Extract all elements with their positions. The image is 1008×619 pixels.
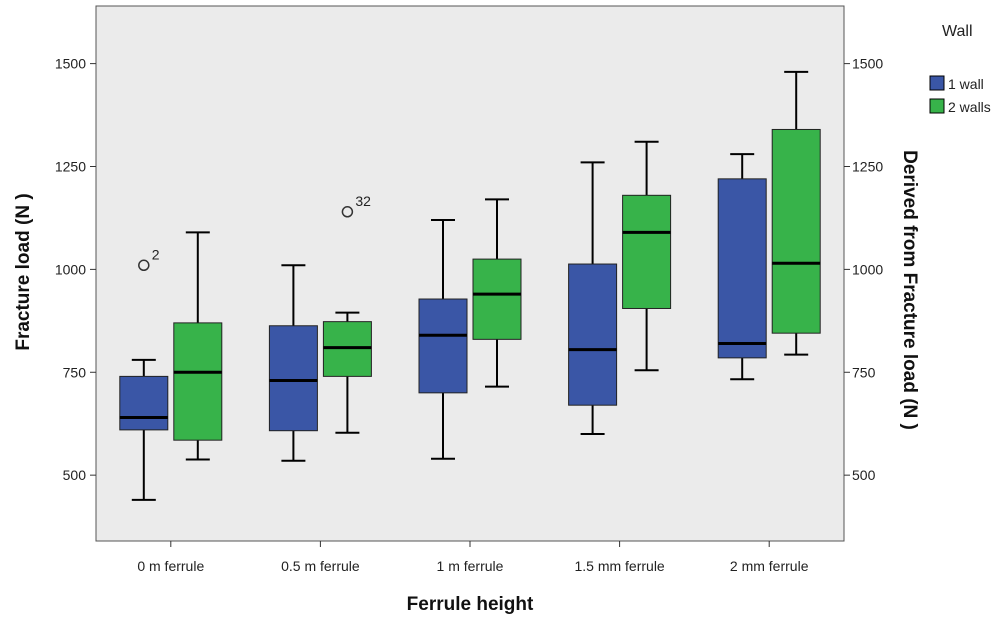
box-iqr (173, 322, 223, 441)
box-iqr (717, 178, 767, 359)
x-axis-title: Ferrule height (407, 594, 534, 615)
outlier-point (138, 259, 150, 272)
y-axis-right: 500 750 1000 1250 1500 (844, 56, 883, 483)
box-iqr (119, 375, 169, 431)
legend-swatch-2-walls (929, 98, 945, 114)
outlier-point (341, 206, 354, 218)
y-tick-label-left: 1000 (55, 261, 86, 277)
y-tick-label-right: 1000 (852, 261, 883, 277)
y2-axis-title: Derived from Fracture load (N ) (899, 150, 920, 430)
legend-swatch-1-wall (929, 75, 945, 91)
y-tick-label-left: 1500 (55, 56, 86, 72)
y-tick-label-right: 500 (852, 467, 876, 483)
box-2-walls (771, 70, 821, 356)
legend: Wall 1 wall 2 walls (929, 23, 991, 115)
box-1-wall (418, 219, 468, 460)
box-2-walls: 32 (322, 193, 372, 434)
box-2-walls (472, 198, 522, 388)
box-1-wall (268, 264, 318, 462)
box-iqr (568, 263, 618, 406)
box-iqr (472, 258, 522, 340)
box-iqr (268, 325, 318, 432)
outlier-label: 2 (152, 246, 160, 262)
box-iqr (418, 298, 468, 394)
box-1-wall: 2 (119, 246, 169, 501)
box-series: 2 32 (119, 70, 821, 501)
outlier-label: 32 (355, 193, 371, 209)
x-tick-label: 1.5 mm ferrule (574, 558, 664, 574)
x-tick-label: 2 mm ferrule (730, 558, 809, 574)
y-tick-label-right: 1250 (852, 159, 883, 175)
y-tick-label-left: 750 (63, 364, 87, 380)
box-iqr (771, 128, 821, 334)
y-tick-label-left: 500 (63, 467, 87, 483)
box-2-walls (173, 231, 223, 461)
x-axis: 0 m ferrule 0.5 m ferrule 1 m ferrule 1.5 m… (137, 541, 809, 574)
legend-title: Wall (942, 23, 973, 40)
legend-label-2-walls: 2 walls (948, 99, 991, 115)
y-tick-label-right: 750 (852, 364, 876, 380)
box-iqr (622, 194, 672, 309)
y-axis-left: 500 750 1000 1250 1500 (55, 56, 96, 483)
box-1-wall (717, 153, 767, 381)
x-tick-label: 0 m ferrule (137, 558, 204, 574)
y-tick-label-left: 1250 (55, 159, 86, 175)
box-2-walls (622, 140, 672, 372)
x-tick-label: 1 m ferrule (437, 558, 504, 574)
x-tick-label: 0.5 m ferrule (281, 558, 360, 574)
box-1-wall (568, 161, 618, 435)
legend-label-1-wall: 1 wall (948, 76, 984, 92)
y-tick-label-right: 1500 (852, 56, 883, 72)
y-axis-title: Fracture load (N ) (13, 193, 34, 350)
